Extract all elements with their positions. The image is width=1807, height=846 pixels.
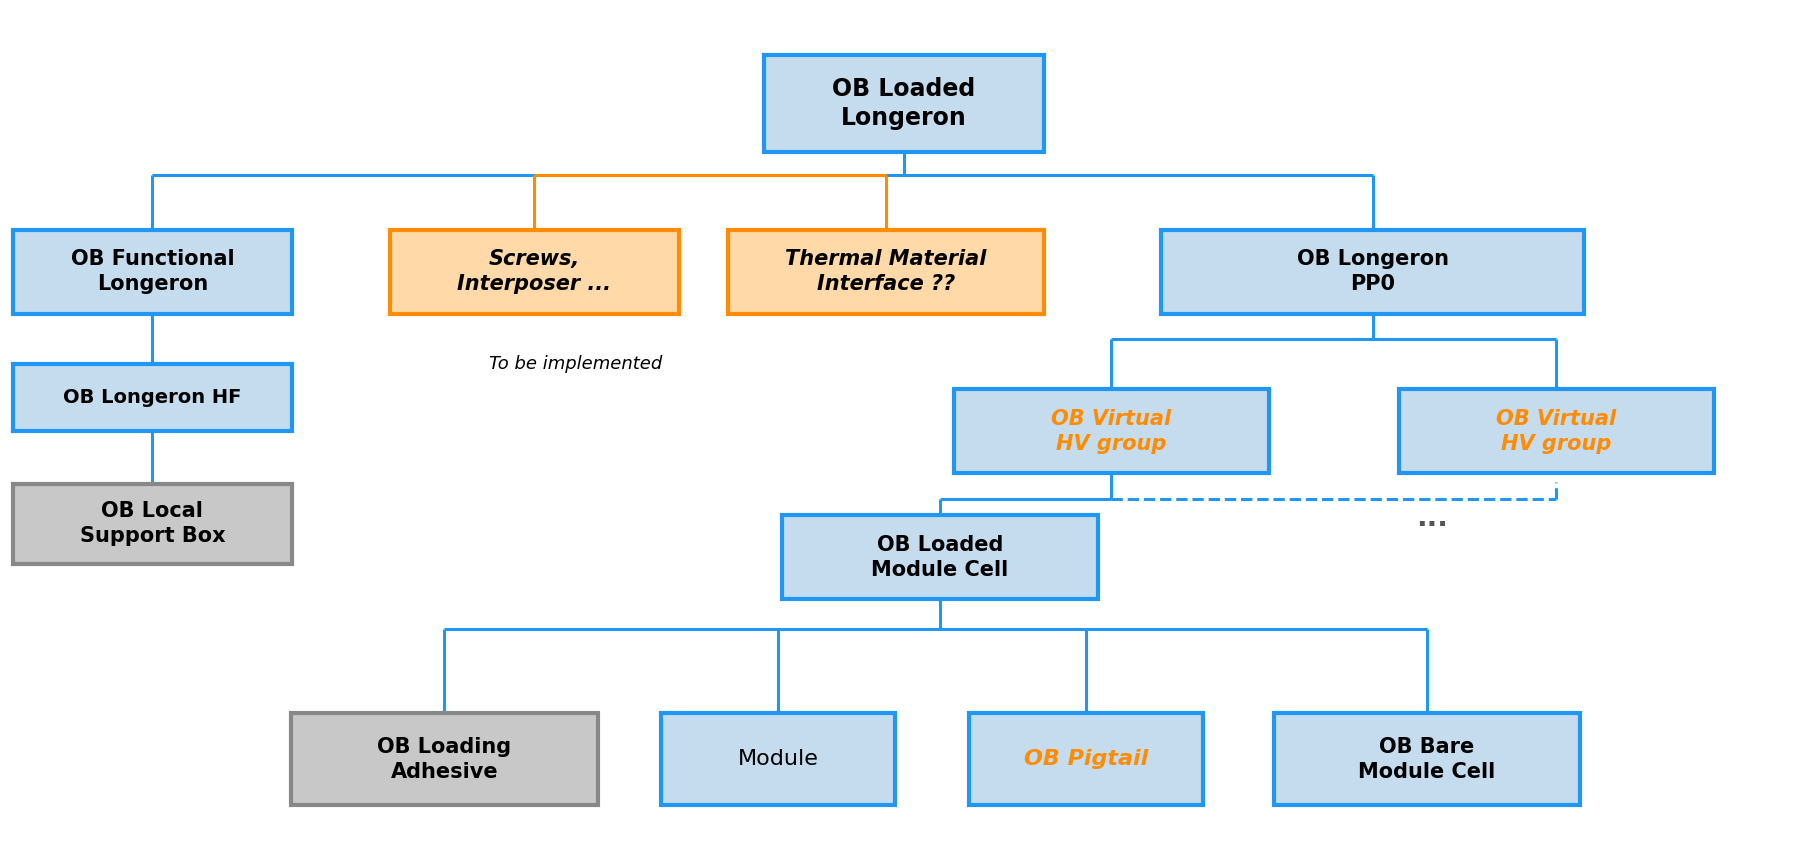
FancyBboxPatch shape (1399, 389, 1713, 474)
Text: Module: Module (737, 750, 819, 769)
Text: OB Bare
Module Cell: OB Bare Module Cell (1357, 737, 1494, 782)
Text: Thermal Material
Interface ??: Thermal Material Interface ?? (784, 250, 987, 294)
Text: OB Loaded
Longeron: OB Loaded Longeron (831, 77, 976, 130)
Text: ...: ... (1415, 504, 1447, 532)
FancyBboxPatch shape (660, 713, 894, 805)
Text: OB Longeron
PP0: OB Longeron PP0 (1296, 250, 1447, 294)
Text: OB Local
Support Box: OB Local Support Box (80, 502, 226, 547)
FancyBboxPatch shape (13, 484, 293, 563)
Text: OB Loading
Adhesive: OB Loading Adhesive (378, 737, 511, 782)
Text: OB Longeron HF: OB Longeron HF (63, 388, 242, 407)
Text: OB Functional
Longeron: OB Functional Longeron (70, 250, 235, 294)
FancyBboxPatch shape (782, 515, 1097, 600)
FancyBboxPatch shape (1272, 713, 1579, 805)
Text: OB Virtual
HV group: OB Virtual HV group (1050, 409, 1171, 453)
FancyBboxPatch shape (13, 230, 293, 314)
Text: OB Loaded
Module Cell: OB Loaded Module Cell (871, 535, 1008, 580)
FancyBboxPatch shape (1160, 230, 1583, 314)
FancyBboxPatch shape (764, 55, 1043, 152)
Text: To be implemented: To be implemented (490, 355, 663, 373)
Text: OB Virtual
HV group: OB Virtual HV group (1496, 409, 1615, 453)
FancyBboxPatch shape (390, 230, 678, 314)
FancyBboxPatch shape (728, 230, 1043, 314)
Text: Screws,
Interposer ...: Screws, Interposer ... (457, 250, 611, 294)
FancyBboxPatch shape (969, 713, 1202, 805)
Text: OB Pigtail: OB Pigtail (1023, 750, 1147, 769)
FancyBboxPatch shape (13, 364, 293, 431)
FancyBboxPatch shape (291, 713, 598, 805)
FancyBboxPatch shape (952, 389, 1269, 474)
